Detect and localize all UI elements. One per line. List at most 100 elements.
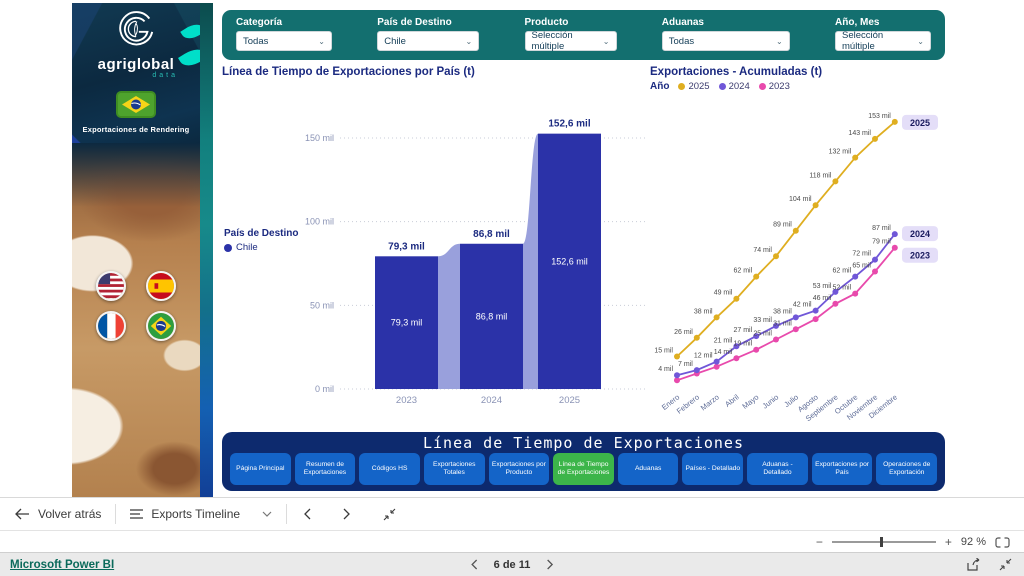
share-icon[interactable] (967, 558, 981, 571)
chevron-down-icon: ⌄ (318, 36, 325, 46)
report-selector[interactable]: Exports Timeline (116, 498, 286, 530)
svg-text:26 mil: 26 mil (674, 329, 693, 336)
filter-selected-value: Todas (243, 35, 269, 47)
legend-dot-icon (758, 83, 766, 90)
svg-text:Abril: Abril (723, 392, 741, 409)
nav-page-button[interactable]: Países - Detallado (682, 453, 744, 485)
toolbar-separator (286, 504, 288, 524)
legend-dot-icon (718, 83, 726, 90)
svg-text:42 mil: 42 mil (793, 302, 812, 309)
legend-item-label: Chile (236, 242, 258, 253)
svg-text:65 mil: 65 mil (852, 263, 871, 270)
brazil-flag-badge[interactable] (116, 91, 156, 118)
language-flags (72, 271, 200, 341)
svg-text:Mayo: Mayo (740, 392, 760, 410)
nav-page-button[interactable]: Códigos HS (359, 453, 420, 485)
svg-text:62 mil: 62 mil (734, 268, 753, 275)
filter-selected-value: Chile (384, 35, 406, 47)
svg-text:150 mil: 150 mil (305, 133, 334, 143)
powerbi-brand-link[interactable]: Microsoft Power BI (10, 558, 115, 571)
svg-text:153 mil: 153 mil (868, 113, 891, 120)
filter-label: Categoría (236, 17, 283, 28)
nav-page-button[interactable]: Exportaciones por Producto (488, 453, 550, 485)
toolbar-separator (115, 504, 117, 524)
fullscreen-icon[interactable] (999, 558, 1012, 571)
filter-bar: Categoría Todas ⌄ País de Destino Chile ⌄ Prod… (222, 10, 945, 60)
svg-text:152,6 mil: 152,6 mil (551, 256, 588, 266)
next-page-button[interactable] (327, 498, 367, 530)
pager-next-button[interactable] (546, 559, 553, 570)
svg-text:2023: 2023 (910, 251, 930, 261)
legend-item-2024[interactable]: 2024 (718, 81, 750, 92)
legend-item-chile[interactable]: Chile (224, 242, 298, 253)
report-selector-label: Exports Timeline (151, 507, 241, 521)
svg-text:21 mil: 21 mil (714, 337, 733, 344)
zoom-out-button[interactable]: − (815, 535, 823, 549)
svg-text:14 mil: 14 mil (714, 349, 733, 356)
flag-spain-icon[interactable] (146, 271, 176, 301)
back-button[interactable]: Volver atrás (0, 498, 115, 530)
svg-text:87 mil: 87 mil (872, 225, 891, 232)
line-chart-title: Exportaciones - Acumuladas (t) (650, 66, 823, 78)
filter-group: Aduanas Todas ⌄ (661, 17, 790, 51)
zoom-slider-thumb[interactable] (879, 537, 883, 547)
zoom-percentage: 92 % (960, 536, 986, 548)
legend-item-2025[interactable]: 2025 (678, 81, 710, 92)
svg-text:12 mil: 12 mil (694, 353, 713, 360)
nav-page-button[interactable]: Exportaciones por País (811, 453, 873, 485)
svg-text:79,3 mil: 79,3 mil (388, 241, 425, 252)
svg-text:46 mil: 46 mil (813, 295, 832, 302)
back-button-label: Volver atrás (38, 507, 102, 521)
chevron-down-icon: ⌄ (776, 36, 783, 46)
filter-dropdown[interactable]: Todas ⌄ (661, 31, 790, 51)
svg-text:0 mil: 0 mil (315, 384, 334, 394)
nav-page-button[interactable]: Exportaciones Totales (423, 453, 485, 485)
flag-france-icon[interactable] (96, 311, 126, 341)
filter-dropdown[interactable]: Selección múltiple ⌄ (835, 30, 931, 52)
nav-page-button[interactable]: Aduanas (617, 453, 679, 485)
nav-page-button[interactable]: Página Principal (230, 453, 291, 485)
legend-title: Año (650, 81, 670, 92)
svg-text:132 mil: 132 mil (829, 149, 852, 156)
flag-usa-icon[interactable] (96, 271, 126, 301)
nav-page-button[interactable]: Línea de Tiempo de Exportaciones (553, 453, 614, 485)
svg-text:89 mil: 89 mil (773, 222, 792, 229)
chevron-down-icon: ⌄ (917, 36, 924, 46)
map-texture (72, 143, 200, 497)
zoom-in-button[interactable]: + (944, 535, 952, 549)
svg-text:38 mil: 38 mil (773, 308, 792, 315)
svg-text:62 mil: 62 mil (833, 268, 852, 275)
collapse-toolbar-button[interactable] (367, 498, 412, 530)
zoom-slider[interactable] (831, 537, 936, 547)
flag-brazil-icon[interactable] (146, 311, 176, 341)
filter-selected-value: Selección múltiple (842, 30, 884, 52)
svg-text:2024: 2024 (481, 395, 502, 406)
pager-prev-button[interactable] (471, 559, 478, 570)
legend-item-label: 2024 (728, 81, 750, 92)
fit-to-page-icon[interactable] (995, 536, 1010, 548)
filter-label: País de Destino (377, 17, 452, 28)
nav-page-button[interactable]: Aduanas - Detallado (747, 453, 808, 485)
agriglobal-logo-icon (113, 11, 159, 53)
filter-dropdown[interactable]: Selección múltiple ⌄ (524, 30, 617, 52)
back-arrow-icon (14, 508, 30, 520)
filter-dropdown[interactable]: Chile ⌄ (377, 31, 480, 51)
svg-text:4 mil: 4 mil (658, 366, 673, 373)
svg-text:72 mil: 72 mil (852, 251, 871, 258)
svg-text:52 mil: 52 mil (833, 285, 852, 292)
filter-label: Año, Mes (835, 17, 880, 28)
legend-item-2023[interactable]: 2023 (758, 81, 790, 92)
svg-text:152,6 mil: 152,6 mil (548, 119, 590, 130)
powerbi-status-bar: Microsoft Power BI 6 de 11 (0, 552, 1024, 576)
nav-page-button[interactable]: Operaciones de Exportación (876, 453, 938, 485)
svg-text:Febrero: Febrero (675, 392, 701, 415)
hamburger-icon (130, 509, 144, 519)
report-canvas: Categoría Todas ⌄ País de Destino Chile ⌄ Prod… (213, 0, 1024, 497)
prev-page-button[interactable] (287, 498, 327, 530)
nav-page-button[interactable]: Resumen de Exportaciones (294, 453, 356, 485)
filter-dropdown[interactable]: Todas ⌄ (236, 31, 332, 51)
svg-text:53 mil: 53 mil (813, 283, 832, 290)
chevron-down-icon: ⌄ (602, 36, 610, 46)
chevron-left-icon (304, 508, 311, 520)
sidebar-caption: Exportaciones de Rendering (82, 125, 190, 134)
